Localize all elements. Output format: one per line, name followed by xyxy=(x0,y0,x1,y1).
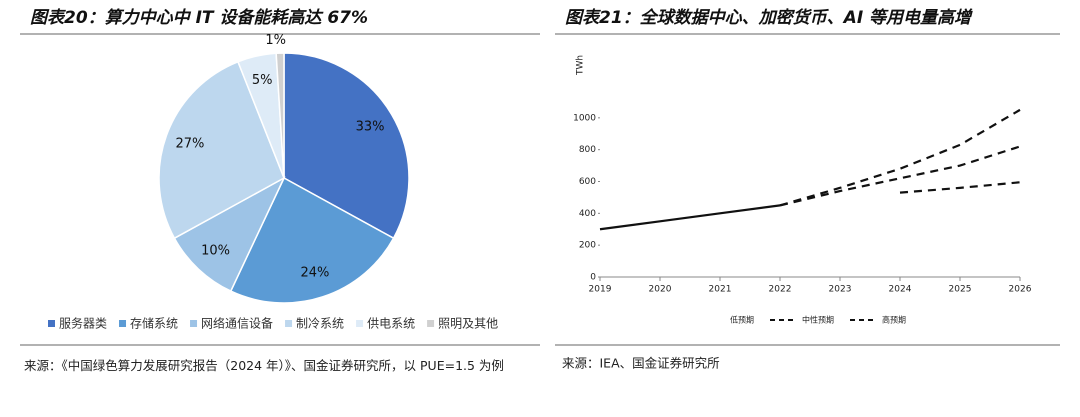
pie-slice xyxy=(275,52,285,179)
chart-title: 图表20：算力中心中 IT 设备能耗高达 67% xyxy=(30,8,368,28)
line-series xyxy=(899,181,1021,194)
source: 来源：《中国绿色算力发展研究报告（2024 年）》、国金证券研究所，以 PUE=… xyxy=(24,358,504,373)
x-tick-label: 2022 xyxy=(769,285,792,295)
legend-swatch xyxy=(48,320,55,327)
chart-title: 图表21：全球数据中心、加密货币、AI 等用电量高增 xyxy=(565,8,973,28)
legend-label: 中性预期 xyxy=(802,315,834,325)
x-tick-label: 2024 xyxy=(889,285,912,295)
legend-label: 服务器类 xyxy=(59,316,107,331)
legend-swatch xyxy=(119,320,127,327)
source: 来源：IEA、国金证券研究所 xyxy=(562,356,720,371)
source-box: 来源：《中国绿色算力发展研究报告（2024 年）》、国金证券研究所，以 PUE=… xyxy=(24,358,504,373)
pie-slice xyxy=(283,52,410,240)
y-tick-label: 800 xyxy=(579,145,596,155)
x-tick-label: 2020 xyxy=(649,285,672,295)
line-series xyxy=(779,145,1021,207)
legend-swatch xyxy=(190,320,198,327)
y-tick-label: 200 xyxy=(579,241,596,251)
legend-label: 低预期 xyxy=(730,315,754,325)
data-label: 1% xyxy=(265,33,286,48)
x-tick-label: 2019 xyxy=(589,285,612,295)
line-series xyxy=(599,204,781,231)
legend-label: 网络通信设备 xyxy=(201,316,273,331)
y-tick-label: 0 xyxy=(590,273,596,283)
pie-slice xyxy=(173,176,286,293)
line-series xyxy=(779,108,1021,207)
legend-swatch xyxy=(427,320,435,327)
data-label: 27% xyxy=(175,137,204,152)
x-tick-label: 2023 xyxy=(829,285,852,295)
data-label: 5% xyxy=(252,73,273,88)
legend-label: 制冷系统 xyxy=(296,317,344,331)
data-label: 10% xyxy=(201,243,230,258)
legend-label: 存储系统 xyxy=(130,316,178,331)
data-label: 24% xyxy=(300,266,329,281)
pie-slice xyxy=(229,176,395,304)
data-label: 33% xyxy=(356,120,385,135)
x-tick-label: 2025 xyxy=(949,285,972,295)
legend-label: 供电系统 xyxy=(367,317,415,331)
x-tick-label: 2026 xyxy=(1009,285,1032,295)
pie-slice xyxy=(158,60,285,240)
y-tick-label: 600 xyxy=(579,177,596,187)
y-tick-label: 1000 xyxy=(573,113,596,123)
legend-swatch xyxy=(285,320,293,327)
legend-label: 高预期 xyxy=(882,315,906,325)
legend-swatch xyxy=(356,320,364,327)
x-tick-label: 2021 xyxy=(709,285,732,295)
y-axis-label: TWh xyxy=(576,55,586,76)
y-tick-label: 400 xyxy=(579,209,596,219)
legend-label: 照明及其他 xyxy=(438,317,498,331)
